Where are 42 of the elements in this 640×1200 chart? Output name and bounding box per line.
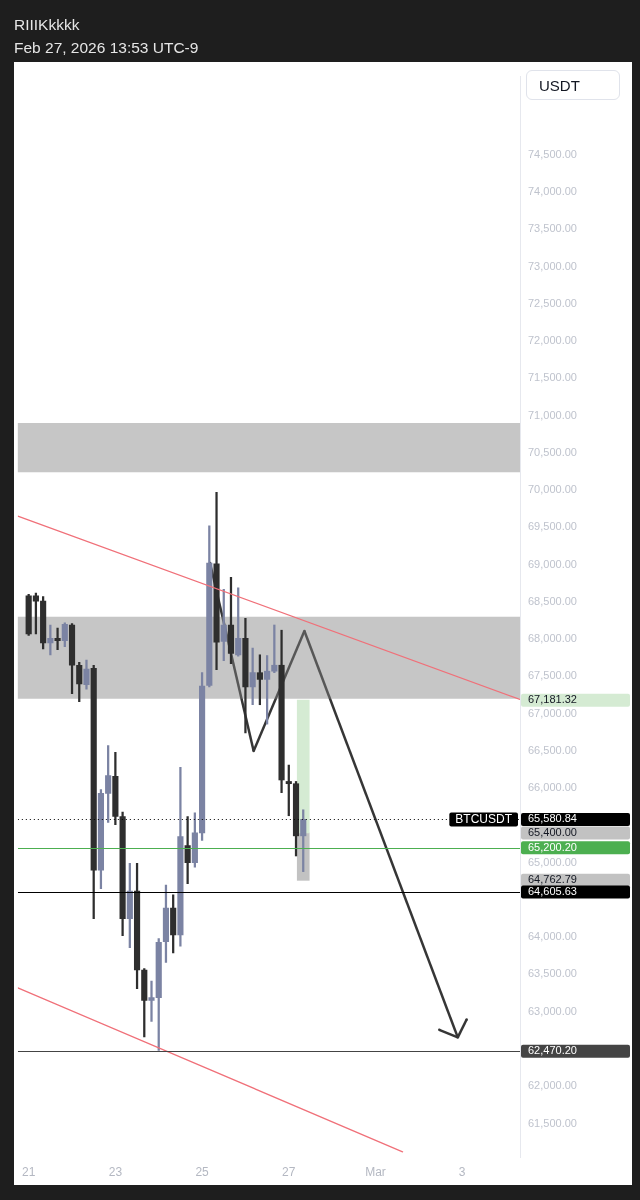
x-tick-label: 21 [21,1164,36,1179]
y-tick-label: 65,400.00 [528,825,577,838]
chart-title: RIIIKkkkk [14,15,81,35]
y-tick-label: 67,181.32 [528,693,577,706]
y-tick-label: 74,000.00 [528,185,577,198]
y-axis-title: USDT [526,70,620,100]
y-tick-label: 69,000.00 [528,557,577,570]
y-tick-label: 64,762.79 [528,873,577,886]
y-tick-label: 63,500.00 [528,967,577,980]
y-tick-label: 62,000.00 [528,1079,577,1092]
y-tick-label: 63,000.00 [528,1004,577,1017]
y-tick-label: 72,000.00 [528,334,577,347]
y-tick-label: 73,000.00 [528,259,577,272]
y-tick-label: 65,580.84 [528,812,577,825]
y-tick-label: 73,500.00 [528,222,577,235]
y-tick-label: 61,500.00 [528,1116,577,1129]
x-tick-label: 3 [458,1164,466,1179]
ref-line-label: BTCUSDT [455,812,513,827]
chart-subtitle: Feb 27, 2026 13:53 UTC-9 [14,38,199,58]
y-tick-label: 65,200.20 [528,840,577,853]
y-tick-label: 64,605.63 [528,885,577,898]
x-tick-label: 23 [108,1164,123,1179]
y-tick-label: 67,500.00 [528,669,577,682]
y-tick-label: 69,500.00 [528,520,577,533]
y-tick-label: 62,470.20 [528,1044,577,1057]
y-tick-label: 74,500.00 [528,147,577,160]
y-tick-label: 67,000.00 [528,706,577,719]
x-tick-label: 25 [195,1164,210,1179]
x-tick-label: Mar [365,1164,386,1179]
y-tick-label: 66,000.00 [528,781,577,794]
y-tick-label: 68,000.00 [528,632,577,645]
y-tick-label: 70,500.00 [528,445,577,458]
candlestick [54,627,61,650]
y-tick-label: 72,500.00 [528,296,577,309]
x-tick-label: 27 [282,1164,296,1179]
y-tick-label: 71,500.00 [528,371,577,384]
y-tick-label: 71,000.00 [528,408,577,421]
y-tick-label: 65,000.00 [528,855,577,868]
y-tick-label: 64,000.00 [528,930,577,943]
y-tick-label: 66,500.00 [528,743,577,756]
y-tick-label: 68,500.00 [528,594,577,607]
y-tick-label: 70,000.00 [528,483,577,496]
